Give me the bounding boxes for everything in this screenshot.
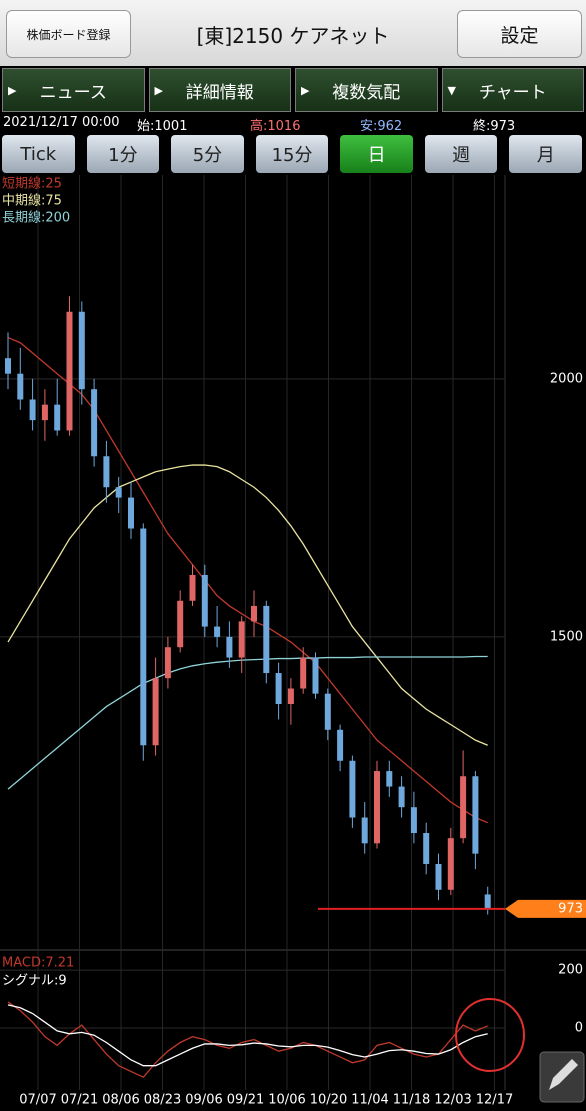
candle-body [410, 807, 417, 834]
last-price-label: 973 [558, 901, 583, 916]
period-button[interactable]: 5分 [171, 135, 244, 173]
candle-body [484, 894, 491, 909]
last-price-tag [505, 899, 586, 918]
candle-body [17, 373, 24, 400]
candle-body [386, 771, 393, 787]
series-line [7, 1001, 488, 1079]
legend-entry: 短期線:25 [2, 176, 62, 192]
series-line [7, 655, 488, 790]
candle-body [5, 358, 11, 374]
edit-button[interactable] [539, 1051, 585, 1103]
candle-body [226, 636, 233, 658]
candle-body [201, 574, 208, 627]
candle-body [189, 574, 196, 601]
title: [東]2150 ケアネット [196, 24, 390, 48]
y-tick-label: 0 [575, 1021, 583, 1036]
candle-body [349, 760, 356, 818]
tab[interactable]: 詳細情報 [148, 68, 291, 112]
candle-body [66, 311, 73, 431]
x-tick-label: 10/06 [268, 1093, 305, 1108]
candle-body [263, 605, 270, 674]
candle-body [214, 626, 221, 637]
period-button[interactable]: 月 [509, 135, 583, 173]
candle-body [140, 528, 147, 746]
legend-entry: 中期線:75 [2, 193, 62, 209]
x-tick-label: 12/17 [476, 1093, 513, 1108]
period-button[interactable]: Tick [2, 135, 75, 173]
candle-body [103, 456, 110, 488]
period-button[interactable]: 週 [424, 135, 498, 173]
x-tick-label: 11/18 [393, 1093, 430, 1108]
quote-low: 安:962 [360, 119, 403, 134]
period-button[interactable]: 15分 [255, 135, 329, 173]
candle-body [324, 693, 331, 730]
x-tick-label: 09/06 [185, 1093, 222, 1108]
candle-body [251, 605, 257, 622]
candle-body [115, 487, 122, 498]
x-tick-label: 07/21 [61, 1093, 98, 1108]
candle-body [41, 404, 48, 421]
candle-body [472, 776, 479, 854]
candle-body [275, 673, 282, 704]
y-tick-label: 2000 [550, 371, 583, 386]
candle-body [91, 389, 98, 457]
candle-body [337, 729, 344, 761]
period-buttons: Tick 1分 5分 15分日週月 [2, 135, 583, 173]
candle-body [361, 817, 368, 844]
candle-body [238, 621, 245, 658]
quote-datetime: 2021/12/17 00:00 [3, 115, 120, 130]
quote-open: 始:1001 [137, 119, 188, 134]
candle-body [447, 838, 454, 890]
quote: 2021/12/17 00:00 始:1001 高:1016 安:962 終:9… [0, 115, 586, 134]
legend-entry: 長期線:200 [2, 210, 70, 226]
candle-body [300, 657, 307, 689]
tabs: ニュース詳細情報複数気配チャート [2, 68, 584, 112]
x-tick-label: 10/20 [310, 1093, 347, 1108]
y-tick-label: 1500 [550, 629, 583, 644]
quote-close: 終:973 [473, 119, 516, 134]
annotation-circle [455, 998, 525, 1072]
candle-body [435, 863, 442, 890]
board-button[interactable]: 株価ボード登録 [6, 10, 131, 58]
period-button[interactable]: 1分 [86, 135, 160, 173]
x-tick-label: 11/04 [351, 1093, 388, 1108]
candle-body [164, 647, 171, 679]
candle-body [423, 833, 430, 864]
candle-body [374, 771, 380, 844]
series-line [7, 464, 488, 746]
x-tick-label: 07/07 [19, 1093, 56, 1108]
settings-button[interactable]: 設定 [457, 10, 582, 58]
x-tick-label: 12/03 [434, 1093, 471, 1108]
x-tick-label: 08/23 [144, 1093, 181, 1108]
candle-body [460, 776, 467, 839]
candle-body [177, 600, 184, 648]
y-tick-label: 200 [558, 963, 583, 978]
legend-entry: MACD:7.21 [2, 956, 74, 971]
candle-body [398, 786, 405, 808]
top-bar: 株価ボード登録 [東]2150 ケアネット 設定 [0, 0, 586, 66]
candle-body [287, 688, 294, 704]
candle-body [29, 399, 36, 421]
candle-body [152, 678, 159, 746]
x-tick-label: 08/06 [102, 1093, 139, 1108]
quote-high: 高:1016 [250, 119, 301, 134]
series-line [7, 1004, 488, 1067]
tab[interactable]: ニュース [2, 68, 145, 112]
tab[interactable]: 複数気配 [295, 68, 438, 112]
candle-body [54, 404, 61, 431]
legend-entry: シグナル:9 [2, 974, 67, 989]
series-line [7, 336, 488, 824]
candle-body [312, 657, 319, 694]
tab[interactable]: チャート [441, 68, 584, 112]
candle-body [78, 311, 85, 390]
x-tick-label: 09/21 [227, 1093, 264, 1108]
period-button[interactable]: 日 [340, 135, 413, 173]
candle-body [128, 497, 134, 529]
